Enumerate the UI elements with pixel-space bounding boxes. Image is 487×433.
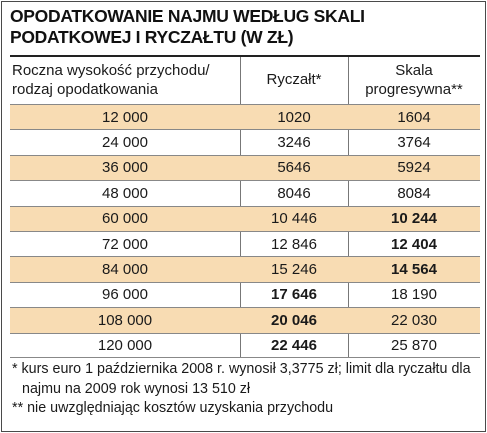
ryczalt-cell: 5646 — [277, 159, 311, 177]
table-row: 120 000 22 446 25 870 — [10, 332, 480, 358]
skala-cell: 25 870 — [391, 336, 437, 354]
page-title: OPODATKOWANIE NAJMU WEDŁUG SKALI PODATKO… — [10, 6, 365, 47]
skala-cell: 1604 — [397, 108, 431, 126]
table-row: 72 000 12 846 12 404 — [10, 230, 480, 256]
income-cell: 12 000 — [102, 108, 148, 126]
skala-cell: 3764 — [397, 134, 431, 152]
ryczalt-cell: 8046 — [277, 184, 311, 202]
income-cell: 60 000 — [102, 210, 148, 228]
footnote-exchange-rate: * kurs euro 1 października 2008 r. wynos… — [12, 361, 471, 397]
footnote-costs: ** nie uwzględniając kosztów uzyskania p… — [12, 400, 334, 416]
ryczalt-cell: 3246 — [277, 134, 311, 152]
ryczalt-cell: 17 646 — [271, 286, 317, 304]
ryczalt-cell: 20 046 — [271, 311, 317, 329]
header-skala-line2: progresywna** — [365, 81, 463, 98]
table-body: 12 000 1020 1604 24 000 3246 3764 36 000… — [10, 104, 480, 358]
skala-cell: 5924 — [397, 159, 431, 177]
footnotes: * kurs euro 1 października 2008 r. wynos… — [12, 360, 476, 419]
header-ryczalt-label: Ryczałt* — [266, 71, 322, 88]
header-ryczalt: Ryczałt* — [240, 61, 348, 89]
header-income-line1: Roczna wysokość przychodu/ — [12, 62, 210, 79]
skala-cell: 14 564 — [391, 261, 437, 279]
header-income-type: Roczna wysokość przychodu/ rodzaj opodat… — [12, 61, 240, 99]
ryczalt-cell: 1020 — [277, 108, 311, 126]
ryczalt-cell: 10 446 — [271, 210, 317, 228]
skala-cell: 8084 — [397, 184, 431, 202]
income-cell: 48 000 — [102, 184, 148, 202]
skala-cell: 18 190 — [391, 286, 437, 304]
table-row: 36 000 5646 5924 — [10, 154, 480, 181]
income-cell: 36 000 — [102, 159, 148, 177]
income-cell: 24 000 — [102, 134, 148, 152]
ryczalt-cell: 12 846 — [271, 235, 317, 253]
income-cell: 84 000 — [102, 261, 148, 279]
income-cell: 120 000 — [97, 336, 153, 354]
income-cell: 96 000 — [102, 286, 148, 304]
table-row: 96 000 17 646 18 190 — [10, 281, 480, 307]
header-income-line2: rodzaj opodatkowania — [12, 81, 158, 98]
table-header: Roczna wysokość przychodu/ rodzaj opodat… — [10, 57, 480, 104]
table-row: 60 000 10 446 10 244 — [10, 205, 480, 231]
skala-cell: 22 030 — [391, 311, 437, 329]
table-row: 48 000 8046 8084 — [10, 180, 480, 205]
skala-cell: 10 244 — [391, 210, 437, 228]
table-row: 84 000 15 246 14 564 — [10, 256, 480, 282]
ryczalt-cell: 15 246 — [271, 261, 317, 279]
income-cell: 72 000 — [102, 235, 148, 253]
header-skala-line1: Skala — [395, 62, 433, 79]
table-row: 24 000 3246 3764 — [10, 129, 480, 154]
skala-cell: 12 404 — [391, 235, 437, 253]
title-divider — [10, 55, 480, 57]
ryczalt-cell: 22 446 — [271, 336, 317, 354]
table-row: 12 000 1020 1604 — [10, 104, 480, 130]
table-row: 108 000 20 046 22 030 — [10, 307, 480, 333]
header-skala: Skala progresywna** — [348, 61, 480, 99]
income-cell: 108 000 — [97, 311, 153, 329]
